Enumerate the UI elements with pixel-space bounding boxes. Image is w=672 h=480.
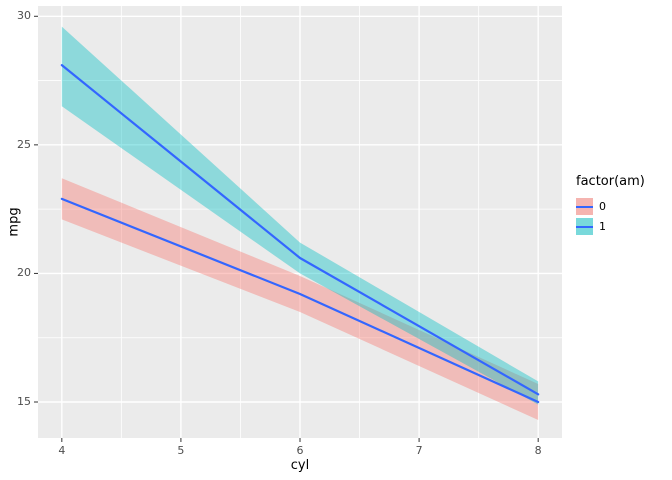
legend-key-swatch	[576, 198, 593, 215]
legend-key-line	[576, 225, 593, 228]
smooth-line-am-1	[60, 64, 540, 396]
y-axis-title: mpg	[6, 207, 22, 237]
legend-entry-0: 0	[576, 198, 645, 215]
y-tick-label: 25	[17, 137, 31, 151]
smooth-line-am-0	[60, 197, 540, 404]
x-tick-label: 5	[177, 444, 185, 457]
x-axis-title: cyl	[290, 458, 310, 473]
x-tick-label: 7	[415, 444, 423, 457]
y-tick-label: 30	[17, 9, 31, 23]
x-tick-label: 8	[534, 444, 542, 457]
legend-label: 0	[599, 200, 606, 213]
ribbon-am-0	[61, 178, 539, 420]
x-tick-label: 6	[296, 444, 304, 457]
legend-title: factor(am)	[576, 174, 645, 189]
legend-key-swatch	[576, 218, 593, 235]
y-tick-label: 15	[17, 395, 31, 408]
legend-label: 1	[599, 220, 606, 233]
x-tick-label: 4	[58, 444, 66, 457]
legend-entry-1: 1	[576, 218, 645, 235]
y-tick-label: 20	[17, 266, 31, 280]
legend-key-line	[576, 205, 593, 208]
